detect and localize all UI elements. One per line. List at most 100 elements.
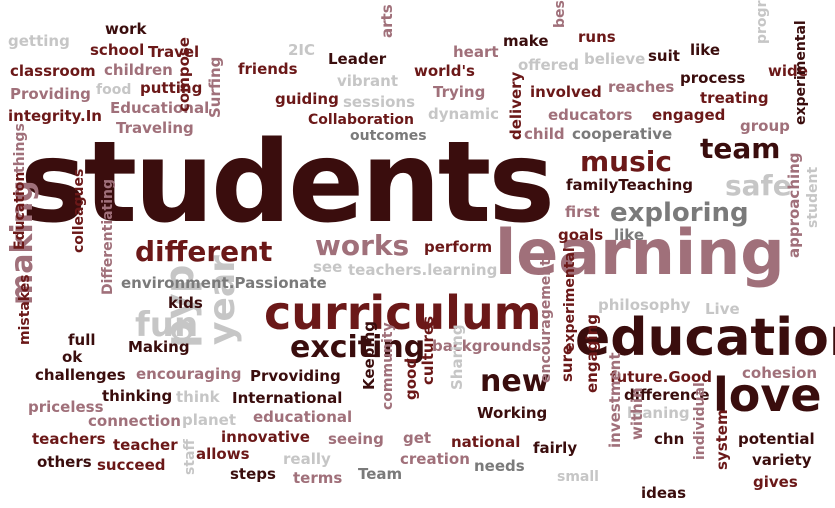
- word-creation: creation: [400, 450, 470, 468]
- word-keeping: Keeping: [360, 320, 378, 390]
- word-team: team: [700, 132, 781, 165]
- word-educational: Educational: [110, 99, 210, 117]
- word-really: really: [283, 450, 331, 468]
- word-travel: Travel: [148, 43, 200, 61]
- word-educators: educators: [548, 106, 633, 124]
- word-students: students: [20, 118, 555, 248]
- word-prvoviding: Prvoviding: [250, 367, 341, 385]
- word-love: love: [713, 368, 822, 422]
- word-putting: putting: [140, 79, 203, 97]
- word-sessions: sessions: [343, 93, 416, 111]
- word-backgrounds: backgrounds: [432, 337, 542, 355]
- word-wide: wide: [768, 62, 808, 80]
- word-fairly: fairly: [533, 439, 578, 457]
- word-colleagues: colleagues: [71, 168, 87, 253]
- word-within: within: [628, 387, 646, 440]
- word-staff: staff: [182, 439, 198, 475]
- word-experimental: experimental: [793, 20, 809, 125]
- word-see: see: [313, 258, 343, 276]
- word-arts: arts: [378, 4, 396, 38]
- word-integrity-in: integrity.In: [8, 107, 102, 125]
- word-differentiating: Differentiating: [100, 178, 116, 295]
- word-collaboration: Collaboration: [308, 112, 415, 128]
- word-challenges: challenges: [35, 366, 126, 384]
- word-surfing: Surfing: [206, 56, 224, 118]
- word-treating: treating: [700, 89, 769, 107]
- word-chn: chn: [654, 430, 685, 448]
- word-thinking: thinking: [102, 387, 173, 405]
- word-outcomes: outcomes: [350, 128, 427, 144]
- word-exciting: exciting: [290, 330, 426, 365]
- word-year: year: [202, 255, 243, 345]
- word-safe: safe: [725, 169, 792, 202]
- word-encouraging: encouraging: [136, 365, 242, 383]
- word-trying: Trying: [433, 83, 486, 101]
- word-approaching: approaching: [785, 152, 803, 258]
- word-learning: learning: [495, 216, 785, 289]
- word-encouragement: encouragement: [538, 259, 554, 383]
- word-mistakes: mistakes: [17, 274, 33, 345]
- word-fun: fun: [135, 305, 199, 345]
- word-offered: offered: [518, 56, 579, 74]
- word-classroom: classroom: [10, 62, 96, 80]
- word-team: Team: [358, 465, 403, 483]
- word-sure: sure: [558, 344, 576, 382]
- word-national: national: [451, 433, 521, 451]
- word-best: best: [552, 0, 568, 28]
- word-like: like: [614, 226, 645, 244]
- word-small: small: [557, 469, 599, 485]
- word-difference: difference: [624, 386, 710, 404]
- word-familyteaching: familyTeaching: [566, 176, 694, 194]
- word-terms: terms: [293, 469, 343, 487]
- word-innovative: innovative: [221, 428, 310, 446]
- word-make: make: [503, 32, 549, 50]
- word-cohesion: cohesion: [742, 364, 818, 382]
- word-teacher: teacher: [113, 436, 178, 454]
- word-others: others: [37, 453, 92, 471]
- word-teachers-learning: teachers.learning: [348, 261, 498, 279]
- word-think: think: [176, 388, 220, 406]
- word-good: good: [402, 357, 420, 400]
- word-cooperative: cooperative: [572, 125, 673, 143]
- word-system: system: [713, 409, 731, 470]
- word-process: process: [680, 69, 746, 87]
- word-making: Making: [128, 338, 190, 356]
- word-runs: runs: [578, 28, 616, 46]
- word-getting: getting: [8, 32, 70, 50]
- word-get: get: [403, 429, 432, 447]
- word-education: Education: [12, 171, 28, 250]
- word-variety: variety: [752, 451, 812, 469]
- word-works: works: [315, 229, 410, 262]
- word-food: food: [96, 82, 132, 98]
- word-vibrant: vibrant: [337, 72, 399, 90]
- word-investment: investment: [606, 352, 624, 448]
- word-world-s: world's: [414, 62, 475, 80]
- word-ideas: ideas: [641, 484, 687, 502]
- word-suit: suit: [648, 47, 680, 65]
- word-priceless: priceless: [28, 398, 104, 416]
- word-live: Live: [705, 300, 740, 318]
- word-philosophy: philosophy: [598, 296, 691, 314]
- word-potential: potential: [738, 430, 815, 448]
- word-group: group: [740, 117, 790, 135]
- word-providing: Providing: [10, 85, 91, 103]
- word-heart: heart: [453, 43, 499, 61]
- word-connection: connection: [88, 412, 181, 430]
- word-exploring: exploring: [610, 198, 749, 228]
- word-2ic: 2IC: [288, 41, 316, 59]
- word-traveling: Traveling: [116, 119, 194, 137]
- word-kids: kids: [168, 294, 203, 312]
- word-student: student: [805, 166, 821, 228]
- word-friends: friends: [238, 60, 298, 78]
- word-needs: needs: [474, 457, 525, 475]
- word-allows: allows: [196, 445, 250, 463]
- word-program: program: [754, 0, 770, 44]
- word-working: Working: [477, 404, 548, 422]
- word-believe: believe: [584, 50, 646, 68]
- word-seeing: seeing: [328, 430, 384, 448]
- word-child: child: [524, 125, 565, 143]
- word-teachers: teachers: [32, 430, 106, 448]
- word-goals: goals: [558, 226, 604, 244]
- word-steps: steps: [230, 465, 276, 483]
